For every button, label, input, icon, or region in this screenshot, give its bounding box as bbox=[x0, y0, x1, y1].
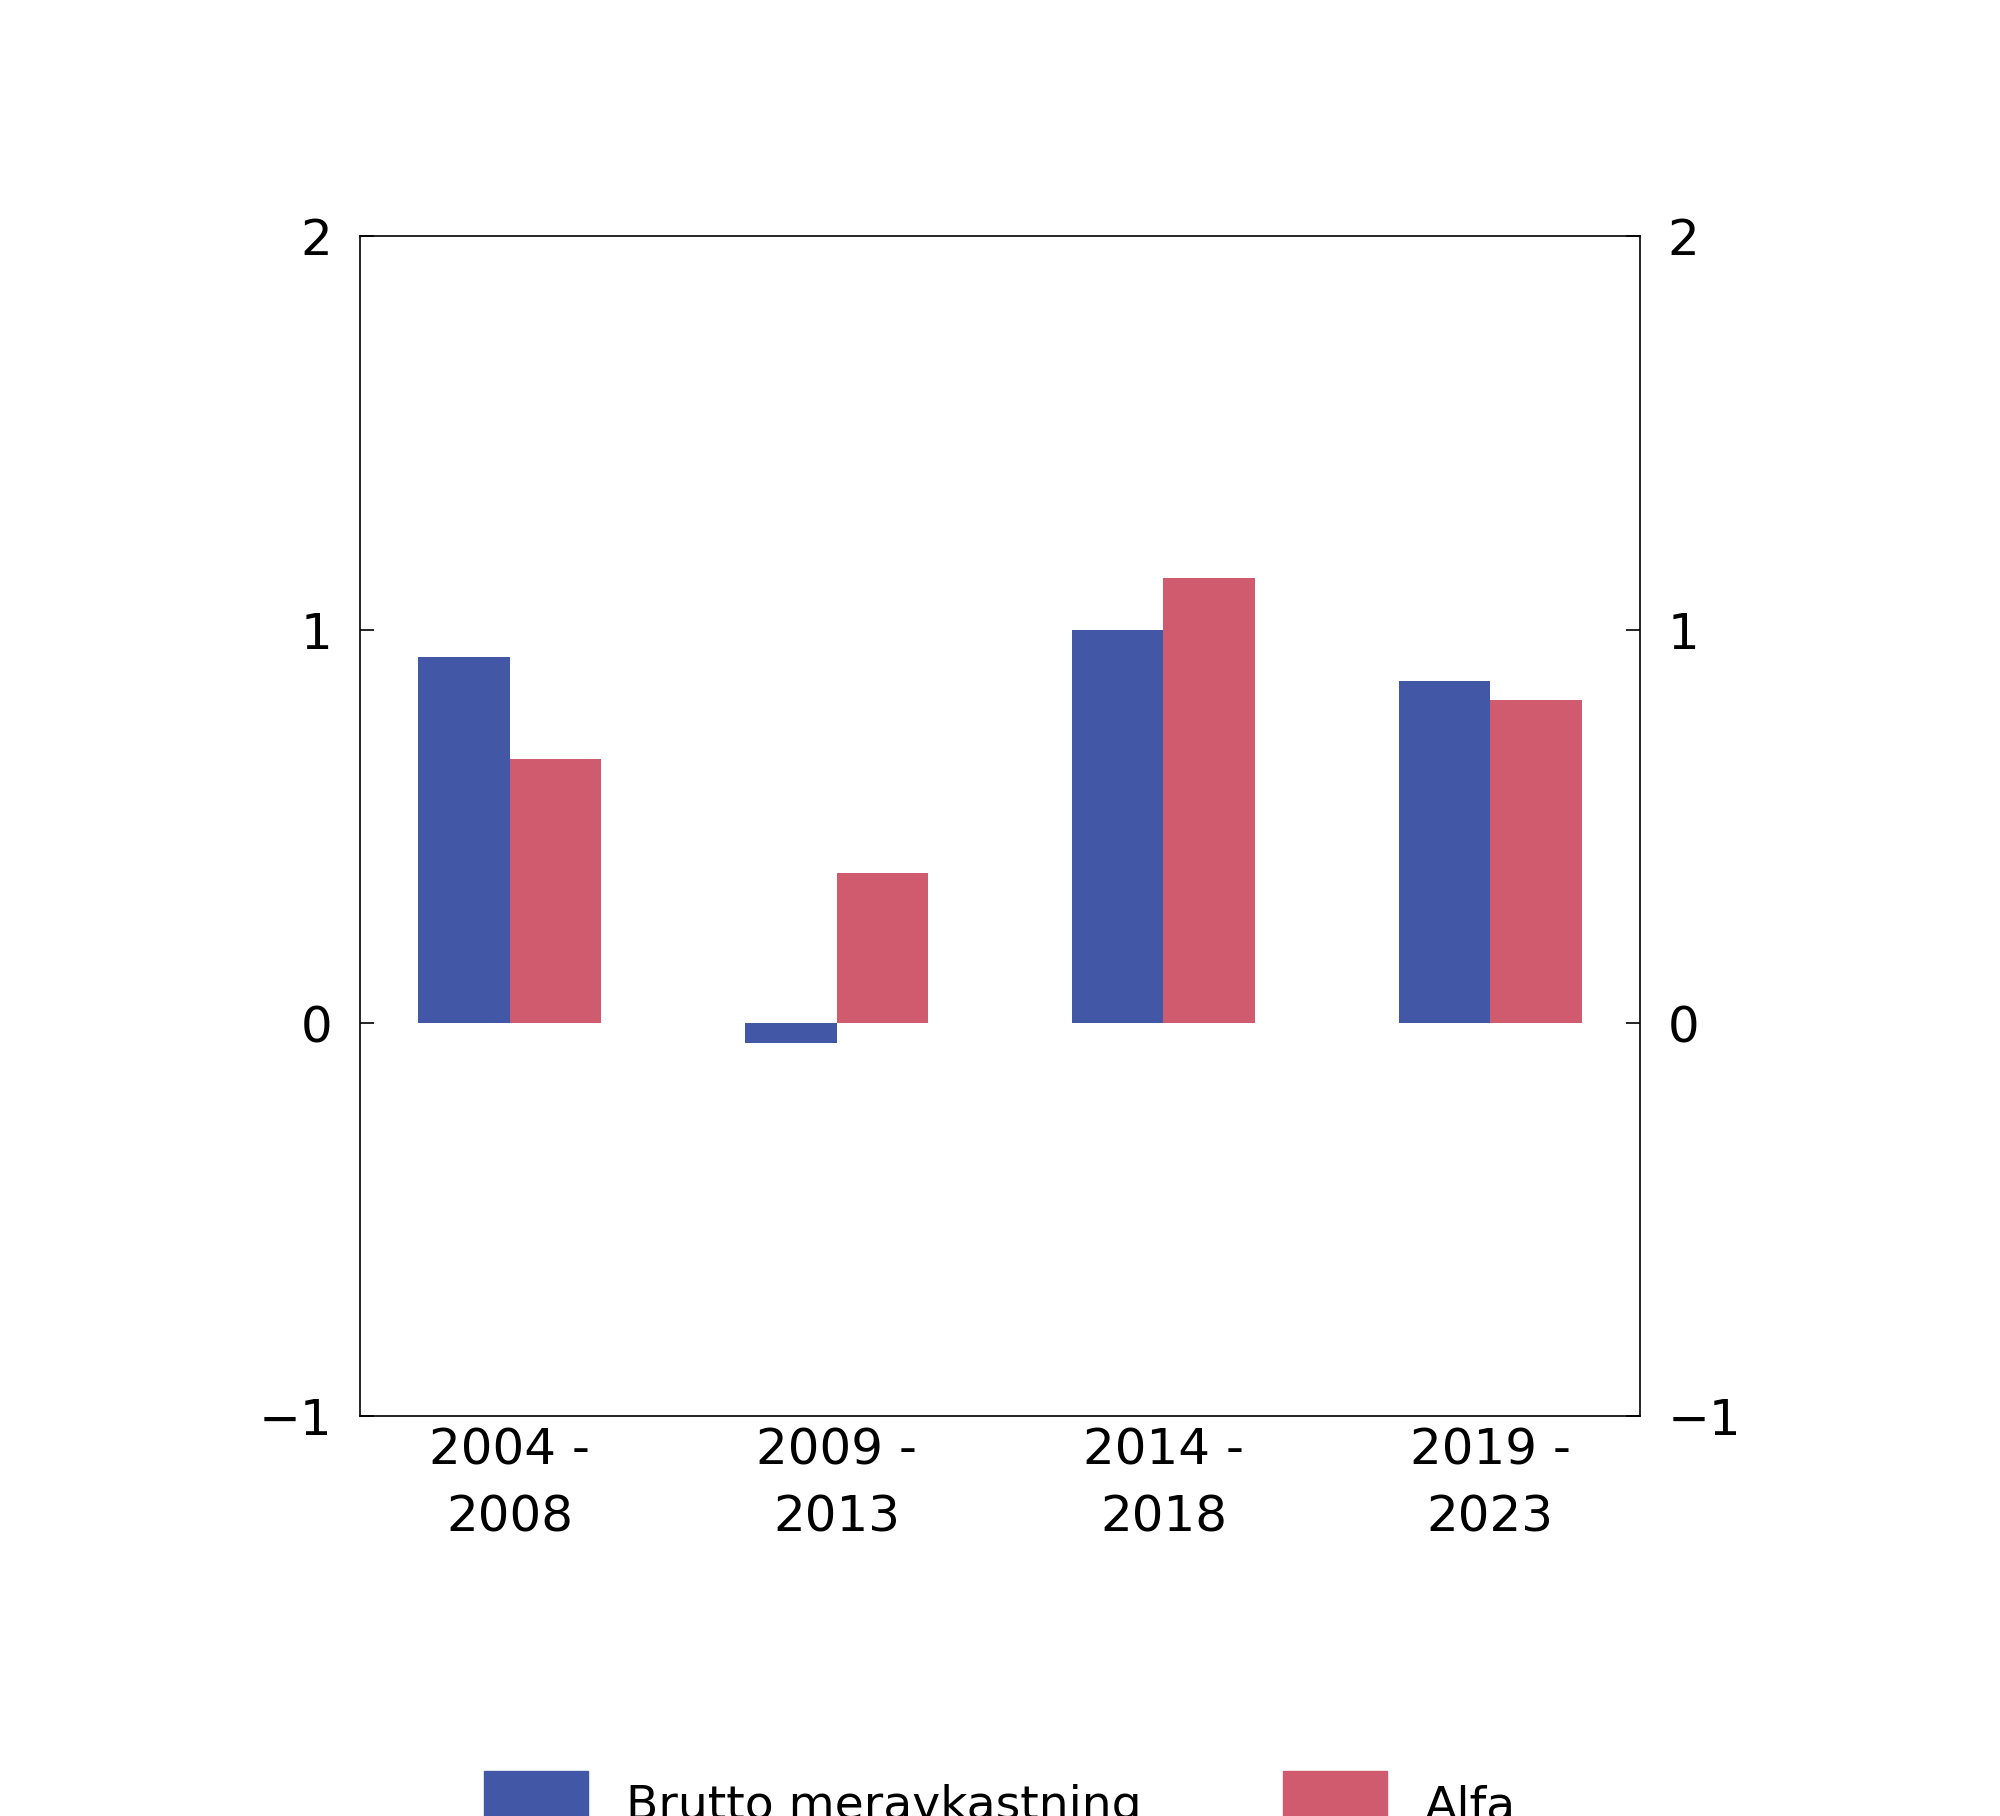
Legend: Brutto meravkastning, Alfa: Brutto meravkastning, Alfa bbox=[484, 1771, 1516, 1816]
Bar bbox=[836, 873, 928, 1022]
Bar bbox=[510, 759, 602, 1022]
Bar bbox=[746, 1022, 836, 1042]
Bar bbox=[1072, 630, 1164, 1022]
Bar bbox=[1398, 681, 1490, 1022]
Bar bbox=[418, 657, 510, 1022]
Bar bbox=[1490, 701, 1582, 1022]
Bar bbox=[1164, 577, 1254, 1022]
